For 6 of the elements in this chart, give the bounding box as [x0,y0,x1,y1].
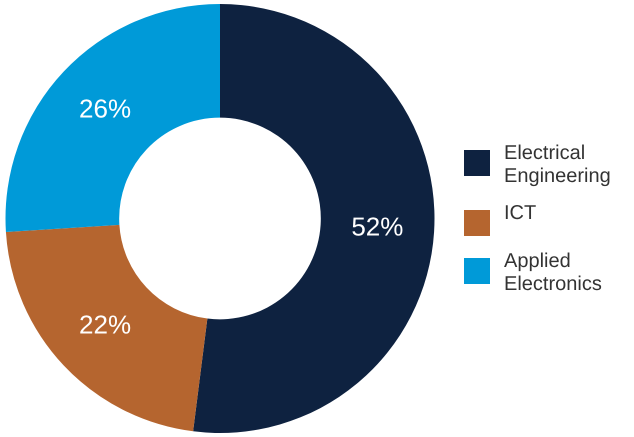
data-label: 26% [79,94,132,124]
data-label: 22% [79,310,132,340]
legend-label: ICT [504,202,538,224]
legend-label: Applied Electronics [504,250,603,296]
legend-label: Electrical Engineering [504,142,612,188]
data-label: 52% [351,212,404,242]
